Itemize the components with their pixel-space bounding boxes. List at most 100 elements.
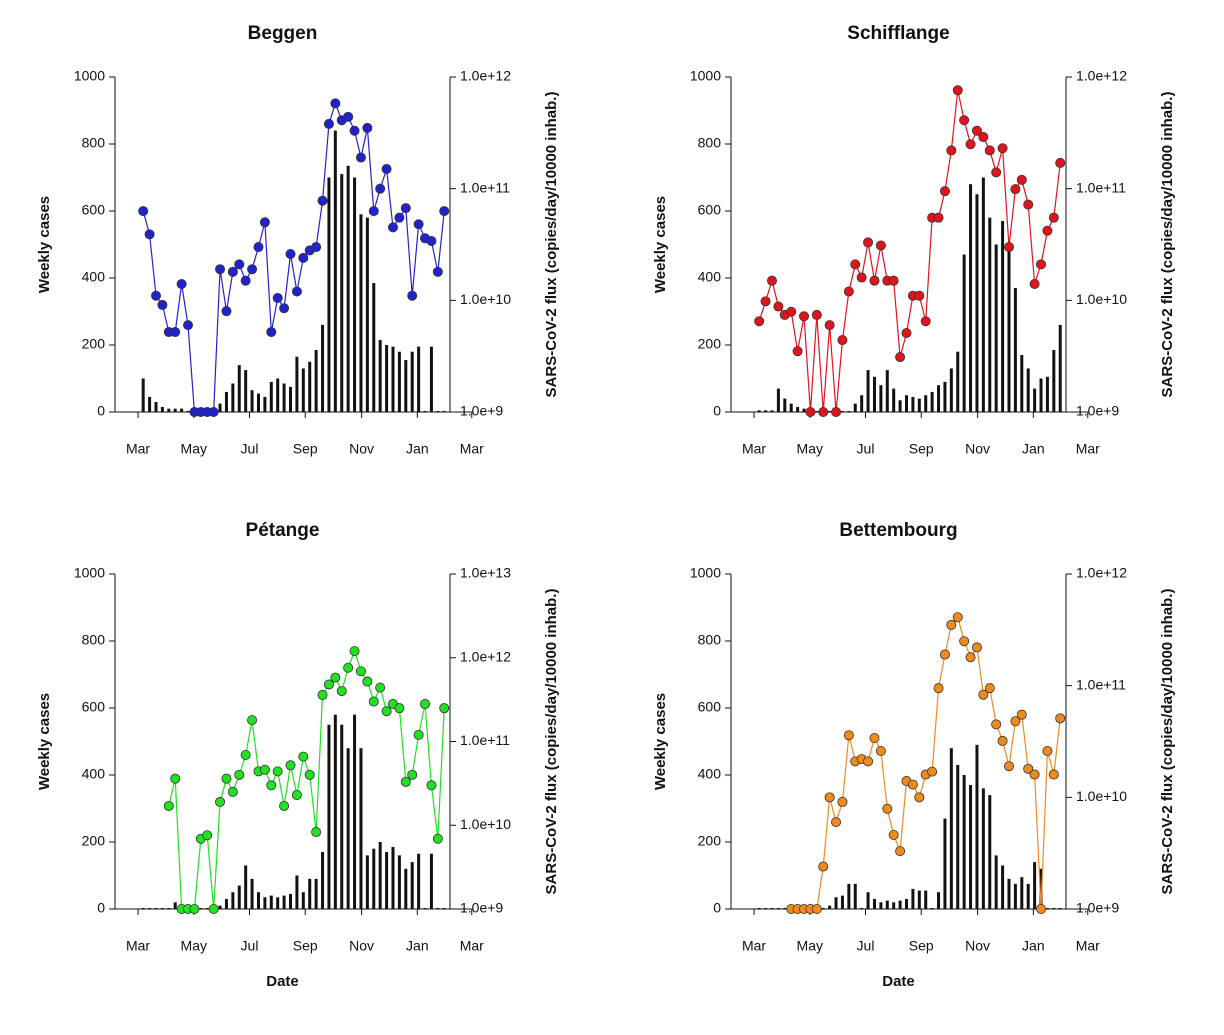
y2-tick-label: 1.0e+10 bbox=[1076, 291, 1127, 307]
flux-point bbox=[413, 219, 424, 230]
bar bbox=[404, 868, 408, 909]
bar bbox=[847, 411, 851, 412]
bar bbox=[757, 908, 761, 909]
y-tick-label: 400 bbox=[698, 269, 722, 285]
y2-tick-label: 1.0e+10 bbox=[460, 816, 511, 832]
bar bbox=[327, 177, 331, 412]
y-tick-label: 1000 bbox=[690, 565, 721, 581]
flux-point bbox=[978, 132, 989, 143]
bar bbox=[378, 339, 382, 412]
flux-point bbox=[317, 195, 328, 206]
flux-point bbox=[157, 299, 168, 310]
bar bbox=[289, 386, 293, 412]
flux-point bbox=[150, 290, 161, 301]
bar bbox=[385, 345, 389, 412]
bar bbox=[1020, 355, 1024, 412]
flux-point bbox=[850, 259, 861, 270]
y-tick-label: 0 bbox=[97, 403, 105, 419]
flux-point bbox=[343, 111, 354, 122]
x-axis-label: Date bbox=[882, 973, 915, 990]
bar bbox=[276, 897, 280, 909]
bar bbox=[237, 885, 241, 909]
bar bbox=[1033, 862, 1037, 909]
flux-point bbox=[279, 800, 290, 811]
bar bbox=[429, 346, 433, 412]
bar bbox=[847, 883, 851, 909]
bar bbox=[898, 900, 902, 909]
flux-point bbox=[946, 145, 957, 156]
bar bbox=[1039, 378, 1043, 412]
flux-point bbox=[247, 715, 258, 726]
flux-point bbox=[895, 352, 906, 363]
y2-tick-label: 1.0e+10 bbox=[460, 291, 511, 307]
flux-point bbox=[971, 125, 982, 136]
flux-point bbox=[291, 789, 302, 800]
bar bbox=[333, 714, 337, 909]
flux-point bbox=[234, 769, 245, 780]
bar bbox=[789, 403, 793, 412]
bar bbox=[828, 411, 832, 412]
x-tick-label: Mar bbox=[1076, 938, 1100, 954]
flux-point bbox=[298, 252, 309, 263]
bar bbox=[911, 888, 915, 909]
y2-axis-label: SARS-CoV-2 flux (copies/day/10000 inhab.… bbox=[543, 589, 560, 895]
flux-point bbox=[298, 751, 309, 762]
bar bbox=[365, 855, 369, 909]
bar bbox=[372, 283, 376, 412]
bar bbox=[224, 391, 228, 412]
bar bbox=[397, 351, 401, 412]
x-tick-label: May bbox=[797, 938, 823, 954]
flux-line bbox=[791, 615, 1061, 910]
bar bbox=[289, 893, 293, 909]
y-tick-label: 200 bbox=[82, 336, 106, 352]
flux-point bbox=[362, 122, 373, 133]
flux-point bbox=[984, 145, 995, 156]
bar bbox=[346, 165, 350, 412]
bar bbox=[1013, 288, 1017, 412]
flux-point bbox=[420, 699, 431, 710]
bar bbox=[231, 383, 235, 412]
flux-point bbox=[387, 222, 398, 233]
bar bbox=[872, 376, 876, 412]
x-tick-label: Jul bbox=[857, 441, 875, 457]
bar bbox=[365, 217, 369, 412]
bar bbox=[917, 398, 921, 412]
flux-point bbox=[1010, 716, 1021, 727]
flux-point bbox=[933, 683, 944, 694]
y-tick-label: 200 bbox=[82, 833, 106, 849]
flux-point bbox=[991, 719, 1002, 730]
bar bbox=[885, 370, 889, 412]
flux-point bbox=[971, 642, 982, 653]
bar bbox=[840, 411, 844, 412]
y-tick-label: 600 bbox=[82, 202, 106, 218]
y-tick-label: 400 bbox=[698, 766, 722, 782]
y-tick-label: 200 bbox=[698, 833, 722, 849]
flux-point bbox=[227, 266, 238, 277]
x-tick-label: Mar bbox=[460, 441, 484, 457]
bar bbox=[1033, 388, 1037, 412]
bar bbox=[1001, 221, 1005, 412]
flux-point bbox=[863, 756, 874, 767]
flux-point bbox=[1042, 745, 1053, 756]
x-tick-label: Sep bbox=[293, 441, 318, 457]
bar bbox=[218, 905, 222, 909]
flux-point bbox=[1048, 212, 1059, 223]
bar bbox=[898, 400, 902, 412]
bar bbox=[160, 908, 164, 909]
flux-point bbox=[413, 729, 424, 740]
bar bbox=[994, 244, 998, 412]
y2-tick-label: 1.0e+11 bbox=[460, 179, 510, 195]
y2-tick-label: 1.0e+12 bbox=[1076, 565, 1127, 581]
x-tick-label: Jan bbox=[406, 938, 429, 954]
flux-point bbox=[330, 98, 341, 109]
bar bbox=[757, 410, 761, 412]
bar bbox=[218, 403, 222, 412]
x-tick-label: Mar bbox=[1076, 441, 1100, 457]
flux-point bbox=[227, 786, 238, 797]
flux-point bbox=[1036, 259, 1047, 270]
bar bbox=[949, 368, 953, 412]
bar bbox=[237, 365, 241, 412]
flux-point bbox=[984, 683, 995, 694]
bar bbox=[1007, 878, 1011, 909]
chart-title: Pétange bbox=[246, 520, 320, 541]
